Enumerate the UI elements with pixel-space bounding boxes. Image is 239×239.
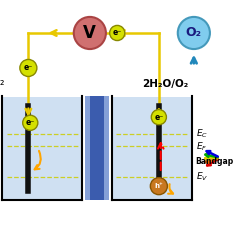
Circle shape <box>151 109 166 125</box>
FancyArrowPatch shape <box>168 184 173 194</box>
Circle shape <box>74 17 106 49</box>
Text: $E_C$: $E_C$ <box>196 128 208 140</box>
Text: ₂: ₂ <box>0 77 5 87</box>
Bar <box>3 97 81 199</box>
Text: h⁺: h⁺ <box>154 183 163 189</box>
FancyArrowPatch shape <box>35 151 41 169</box>
Circle shape <box>23 115 38 130</box>
Text: e⁻: e⁻ <box>26 118 35 127</box>
Text: $E_F$: $E_F$ <box>196 140 207 153</box>
Circle shape <box>20 60 37 76</box>
Text: O₂: O₂ <box>186 27 202 39</box>
Text: 2H₂O/O₂: 2H₂O/O₂ <box>142 79 189 89</box>
Circle shape <box>178 17 210 49</box>
Text: V: V <box>83 24 96 42</box>
Bar <box>90 96 104 200</box>
Text: e⁻: e⁻ <box>113 28 122 38</box>
Circle shape <box>110 25 125 41</box>
Circle shape <box>150 178 167 195</box>
Text: Bandgap: Bandgap <box>196 157 234 166</box>
Bar <box>113 97 191 199</box>
Bar <box>85 96 109 200</box>
Text: $E_V$: $E_V$ <box>196 170 208 183</box>
Text: e⁻: e⁻ <box>154 113 163 122</box>
Text: e⁻: e⁻ <box>24 64 33 72</box>
